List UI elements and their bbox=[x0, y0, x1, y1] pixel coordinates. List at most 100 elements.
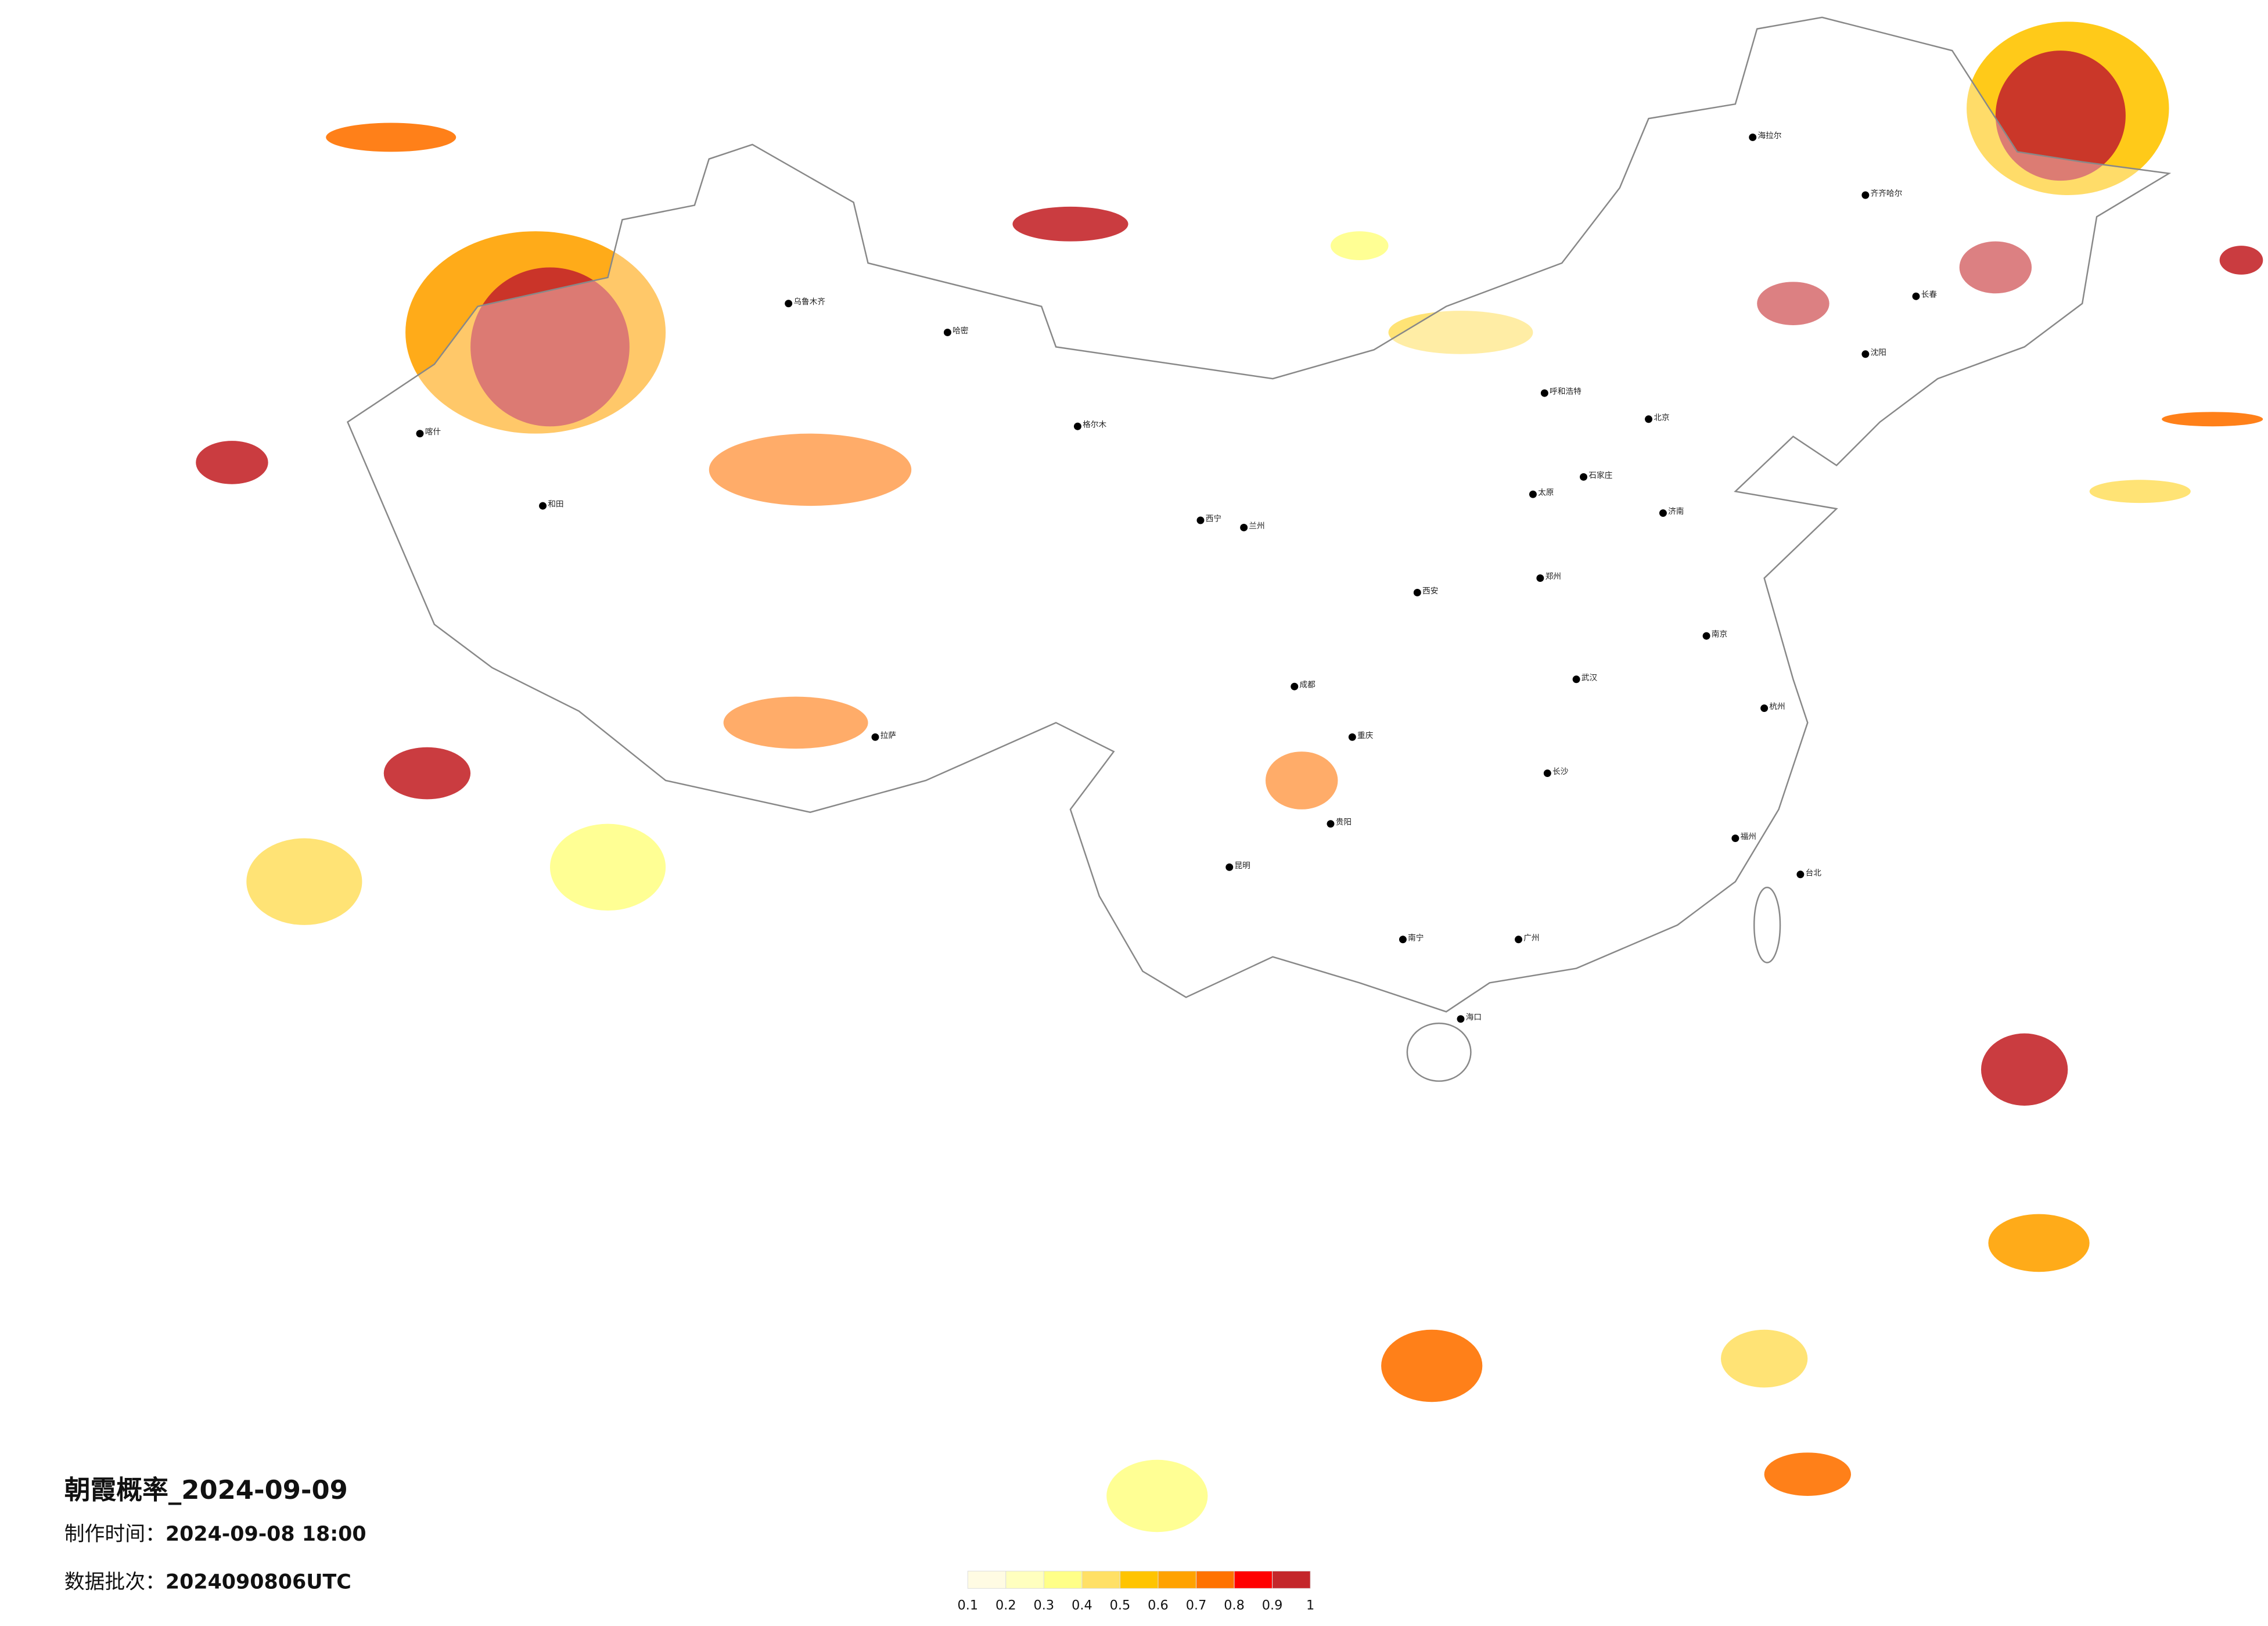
city-dot bbox=[1749, 133, 1757, 141]
city-dot bbox=[871, 733, 879, 741]
probability-area bbox=[1764, 1452, 1851, 1496]
colorbar-tick-label: 1 bbox=[1306, 1598, 1314, 1613]
city-dot bbox=[1240, 523, 1248, 531]
city-dot bbox=[785, 300, 793, 308]
city-dot bbox=[539, 502, 547, 510]
city-label: 齐齐哈尔 bbox=[1871, 189, 1903, 199]
city-dot bbox=[1348, 733, 1356, 741]
probability-area bbox=[326, 123, 457, 152]
probability-area bbox=[723, 696, 868, 749]
probability-area bbox=[709, 433, 912, 506]
city-label: 石家庄 bbox=[1588, 470, 1612, 480]
probability-area bbox=[2089, 480, 2191, 503]
city-dot bbox=[1073, 422, 1081, 430]
city-dot bbox=[1861, 191, 1870, 199]
city-label: 长沙 bbox=[1552, 767, 1569, 776]
city-dot bbox=[416, 430, 424, 438]
probability-area bbox=[1106, 1459, 1208, 1533]
probability-area bbox=[2162, 412, 2263, 427]
city-label: 福州 bbox=[1741, 832, 1756, 841]
probability-area bbox=[1757, 282, 1830, 325]
probability-area bbox=[549, 823, 666, 911]
city-label: 广州 bbox=[1523, 933, 1539, 942]
city-label: 太原 bbox=[1538, 488, 1554, 498]
city-label: 台北 bbox=[1806, 868, 1822, 877]
probability-area bbox=[1265, 751, 1338, 810]
city-label: 南京 bbox=[1712, 630, 1727, 639]
value: 2024-09-08 18:00 bbox=[166, 1523, 366, 1546]
city-dot bbox=[1327, 820, 1335, 828]
map-title: 朝霞概率_2024-09-09 bbox=[64, 1474, 348, 1505]
colorbar-bin bbox=[1043, 1570, 1083, 1589]
city-dot bbox=[943, 328, 951, 336]
country-outline bbox=[346, 16, 2172, 1013]
colorbar-tick-label: 0.9 bbox=[1262, 1598, 1283, 1613]
city-dot bbox=[1659, 509, 1667, 517]
colorbar-bin bbox=[1081, 1570, 1120, 1589]
colorbar-tick-label: 0.2 bbox=[995, 1598, 1016, 1613]
probability-area bbox=[196, 441, 268, 484]
probability-field bbox=[196, 21, 2263, 1533]
city-label: 杭州 bbox=[1769, 702, 1785, 711]
value: 2024090806UTC bbox=[166, 1570, 351, 1593]
city-label: 海口 bbox=[1466, 1013, 1482, 1022]
city-label: 北京 bbox=[1654, 413, 1669, 422]
colorbar-bin bbox=[1272, 1570, 1311, 1589]
colorbar-bin bbox=[967, 1570, 1007, 1589]
production-time: 制作时间：2024-09-08 18:00 bbox=[64, 1523, 366, 1546]
city-dot bbox=[1543, 769, 1551, 778]
city-dot bbox=[1760, 704, 1769, 713]
city-label: 成都 bbox=[1299, 681, 1315, 690]
city-label: 西宁 bbox=[1206, 514, 1221, 524]
colorbar-tick-label: 0.4 bbox=[1072, 1598, 1092, 1613]
city-label: 海拉尔 bbox=[1757, 131, 1781, 141]
city-dot bbox=[1529, 490, 1537, 498]
city-dot bbox=[1399, 936, 1407, 944]
city-label: 兰州 bbox=[1249, 521, 1264, 531]
probability-area bbox=[246, 838, 362, 925]
city-dot bbox=[1580, 473, 1588, 481]
data-batch: 数据批次：2024090806UTC bbox=[64, 1570, 351, 1593]
city-label: 重庆 bbox=[1357, 731, 1374, 740]
city-label: 南宁 bbox=[1408, 933, 1424, 942]
probability-area bbox=[1381, 1329, 1483, 1402]
colorbar-tick-label: 0.6 bbox=[1148, 1598, 1169, 1613]
city-label: 武汉 bbox=[1582, 673, 1598, 682]
city-label: 乌鲁木齐 bbox=[793, 297, 825, 307]
city-label: 长春 bbox=[1921, 290, 1938, 300]
city-dot bbox=[1731, 834, 1739, 843]
city-dot bbox=[1225, 863, 1234, 871]
colorbar-bin bbox=[1005, 1570, 1044, 1589]
colorbar-tick-label: 0.5 bbox=[1110, 1598, 1131, 1613]
probability-area bbox=[1330, 231, 1389, 260]
probability-area bbox=[1720, 1329, 1808, 1388]
city-label: 昆明 bbox=[1234, 861, 1250, 870]
city-dot bbox=[1540, 389, 1548, 397]
city-dot bbox=[1861, 350, 1870, 358]
colorbar-bin bbox=[1158, 1570, 1197, 1589]
city-dot bbox=[1196, 516, 1205, 524]
city-dot bbox=[1457, 1015, 1465, 1023]
colorbar-tick-label: 0.3 bbox=[1034, 1598, 1055, 1613]
city-dot bbox=[1515, 936, 1523, 944]
colorbar-tick-label: 0.8 bbox=[1224, 1598, 1245, 1613]
city-dot bbox=[1912, 292, 1920, 300]
city-label: 呼和浩特 bbox=[1550, 387, 1582, 396]
city-label: 哈密 bbox=[953, 326, 969, 336]
island-outline bbox=[1753, 886, 1781, 963]
city-dot bbox=[1702, 632, 1710, 640]
city-dot bbox=[1796, 870, 1805, 879]
probability-area bbox=[1388, 311, 1533, 354]
probability-area bbox=[2219, 246, 2263, 275]
colorbar: 0.1 0.2 0.3 0.4 0.5 0.6 0.7 0.8 0.9 1 bbox=[957, 1570, 1314, 1613]
city-label: 济南 bbox=[1668, 507, 1684, 516]
city-label: 西安 bbox=[1422, 587, 1438, 596]
city-dot bbox=[1536, 574, 1544, 582]
city-dot bbox=[1291, 682, 1299, 690]
probability-area bbox=[1012, 206, 1128, 242]
label: 数据批次： bbox=[64, 1570, 166, 1593]
colorbar-bin bbox=[1119, 1570, 1159, 1589]
